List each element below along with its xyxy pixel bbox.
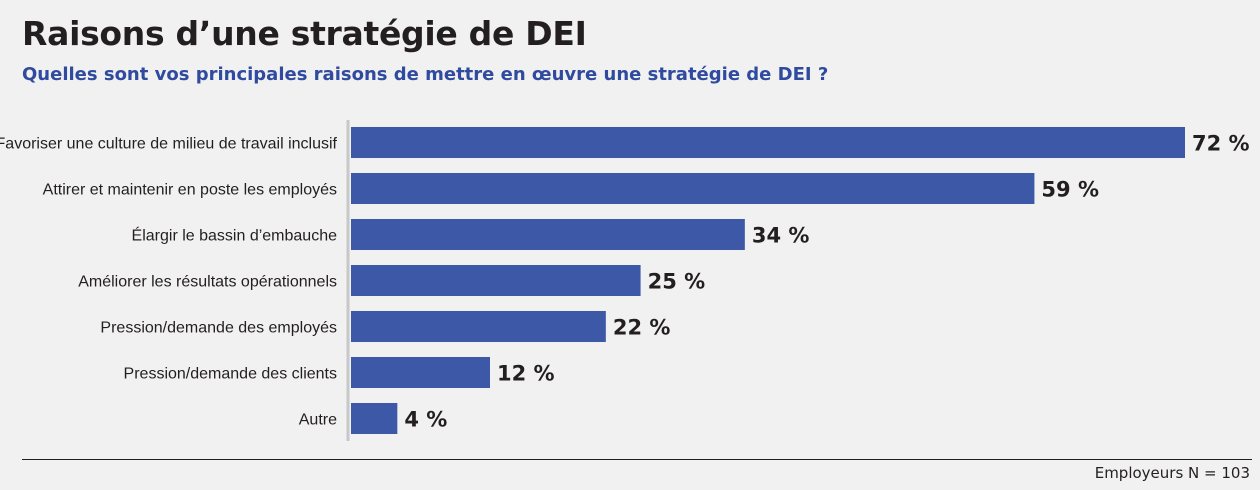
bar: [351, 403, 398, 434]
category-label: Pression/demande des employés: [100, 320, 337, 337]
category-label: Favoriser une culture de milieu de trava…: [0, 136, 338, 153]
bar: [351, 219, 745, 250]
value-label: 25 %: [648, 270, 706, 294]
footer-divider: [22, 459, 1252, 460]
value-label: 22 %: [613, 316, 671, 340]
category-label: Améliorer les résultats opérationnels: [78, 274, 337, 291]
bar: [351, 357, 490, 388]
value-label: 34 %: [752, 224, 810, 248]
category-label: Pression/demande des clients: [124, 366, 337, 383]
bar: [351, 127, 1185, 158]
value-label: 12 %: [497, 362, 555, 386]
category-label: Élargir le bassin d’embauche: [132, 226, 338, 245]
category-label: Autre: [299, 412, 337, 429]
bar: [351, 265, 641, 296]
bar: [351, 311, 606, 342]
chart-subtitle: Quelles sont vos principales raisons de …: [22, 64, 829, 85]
bar-chart: Favoriser une culture de milieu de trava…: [0, 120, 1250, 441]
chart-title: Raisons d’une stratégie de DEI: [22, 14, 587, 53]
value-label: 72 %: [1192, 132, 1250, 156]
bar: [351, 173, 1035, 204]
bars-group: Favoriser une culture de milieu de trava…: [0, 127, 1250, 434]
value-label: 59 %: [1041, 178, 1099, 202]
category-label: Attirer et maintenir en poste les employ…: [43, 182, 337, 199]
value-label: 4 %: [404, 408, 447, 432]
sample-size-note: Employeurs N = 103: [1094, 464, 1250, 482]
